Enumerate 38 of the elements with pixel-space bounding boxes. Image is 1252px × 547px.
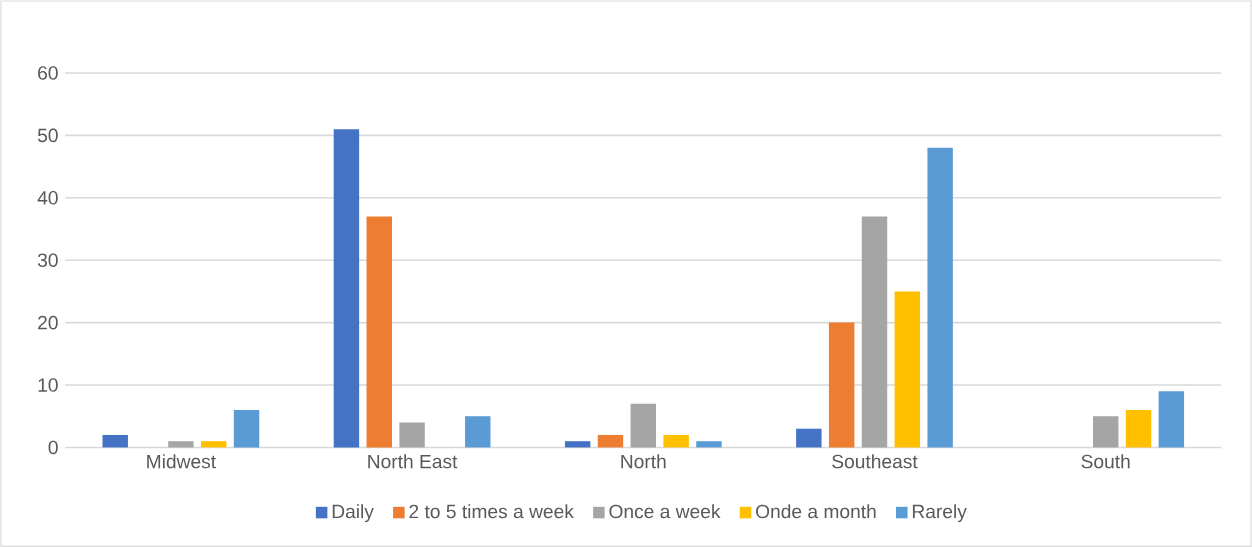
bar [102,434,128,448]
bar [597,434,624,448]
x-tick-label: Southeast [832,454,918,469]
x-tick-label: North East [368,454,458,469]
bar [465,416,491,448]
legend-label: Onde a month [756,504,876,519]
y-tick-label: 30 [37,253,58,267]
bar [564,441,591,448]
bar [233,409,260,448]
bar [1158,391,1185,448]
bar [861,216,888,448]
bar [894,291,921,448]
bar [399,422,425,448]
bar [1092,416,1119,448]
legend-label: 2 to 5 times a week [409,504,574,519]
bar [796,428,822,448]
y-tick-label: 60 [38,66,58,80]
bar [168,441,194,448]
x-tick-label: South [1081,454,1130,469]
bar [828,322,855,448]
y-tick-label: 10 [38,378,58,392]
bar [630,403,657,448]
bar [366,216,392,448]
y-tick-label: 0 [48,440,58,455]
legend-label: Rarely [912,504,967,522]
bar [927,147,953,448]
y-tick-label: 40 [37,190,58,205]
legend-label: Daily [332,504,374,522]
bar [333,129,360,448]
legend-label: Once a week [609,504,721,519]
y-tick-label: 50 [37,128,58,143]
bar [1125,409,1152,448]
bar [201,441,227,448]
y-tick-label: 20 [38,315,58,330]
bar [663,434,689,448]
x-tick-label: North [621,454,666,469]
x-tick-label: Midwest [147,454,216,469]
bar [696,441,722,448]
